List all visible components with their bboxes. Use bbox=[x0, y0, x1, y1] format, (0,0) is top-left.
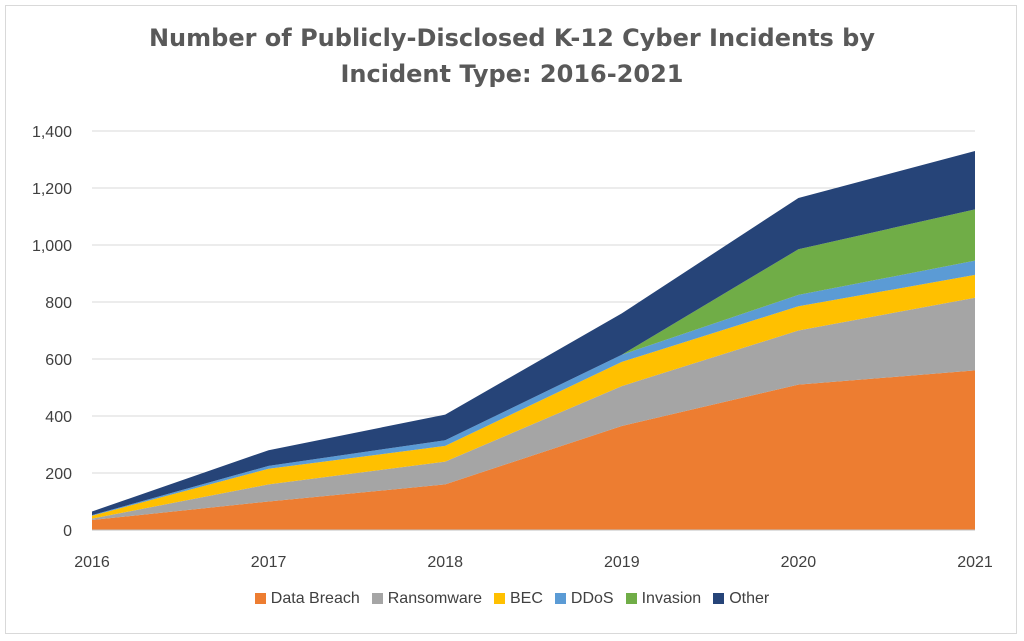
y-tick-label: 0 bbox=[63, 523, 72, 540]
legend-item-data-breach: Data Breach bbox=[254, 590, 360, 608]
y-tick-label: 600 bbox=[45, 352, 72, 369]
legend-label: Other bbox=[729, 590, 770, 607]
legend-swatch bbox=[254, 593, 266, 604]
legend-item-ddos: DDoS bbox=[554, 590, 614, 608]
y-tick-label: 400 bbox=[45, 409, 72, 426]
y-tick-label: 200 bbox=[45, 466, 72, 483]
legend-label: BEC bbox=[510, 590, 543, 607]
x-tick-label: 2019 bbox=[604, 554, 640, 571]
legend-swatch bbox=[494, 593, 505, 604]
area-other bbox=[92, 150, 975, 516]
legend-swatch bbox=[713, 593, 725, 604]
legend-swatch bbox=[371, 593, 383, 604]
x-tick-label: 2020 bbox=[781, 554, 817, 571]
legend-item-invasion: Invasion bbox=[625, 590, 702, 608]
area-bec bbox=[92, 274, 975, 519]
x-tick-label: 2017 bbox=[251, 554, 287, 571]
legend-item-bec: BEC bbox=[494, 590, 543, 608]
x-tick-label: 2021 bbox=[957, 554, 993, 571]
legend-item-other: Other bbox=[713, 590, 769, 608]
x-tick-label: 2018 bbox=[427, 554, 463, 571]
legend-swatch bbox=[554, 593, 566, 604]
series-areas bbox=[92, 150, 975, 530]
y-tick-label: 1,200 bbox=[32, 181, 72, 198]
legend-label: Invasion bbox=[641, 590, 702, 607]
legend: Data Breach Ransomware BEC DDoS Invasion Othe… bbox=[0, 590, 1024, 608]
y-tick-label: 1,000 bbox=[32, 238, 72, 255]
x-tick-label: 2016 bbox=[74, 554, 110, 571]
chart-title: Number of Publicly-Disclosed K-12 Cyber … bbox=[0, 20, 1024, 92]
legend-label: DDoS bbox=[570, 590, 614, 607]
y-axis-tick-labels: 0 200 400 600 800 1,000 1,200 1,400 bbox=[32, 124, 72, 540]
y-tick-label: 800 bbox=[45, 295, 72, 312]
area-data-breach bbox=[92, 370, 975, 530]
area-ddos bbox=[92, 260, 975, 516]
area-invasion bbox=[92, 209, 975, 516]
chart-title-line-2: Incident Type: 2016-2021 bbox=[340, 60, 684, 88]
legend-swatch bbox=[625, 593, 637, 604]
chart-title-line-1: Number of Publicly-Disclosed K-12 Cyber … bbox=[148, 24, 876, 52]
x-axis-tick-labels: 2016 2017 2018 2019 2020 2021 bbox=[74, 554, 993, 571]
y-tick-label: 1,400 bbox=[32, 124, 72, 141]
legend-label: Data Breach bbox=[270, 590, 360, 607]
legend-item-ransomware: Ransomware bbox=[371, 590, 482, 608]
legend-label: Ransomware bbox=[387, 590, 482, 607]
area-ransomware bbox=[92, 297, 975, 521]
